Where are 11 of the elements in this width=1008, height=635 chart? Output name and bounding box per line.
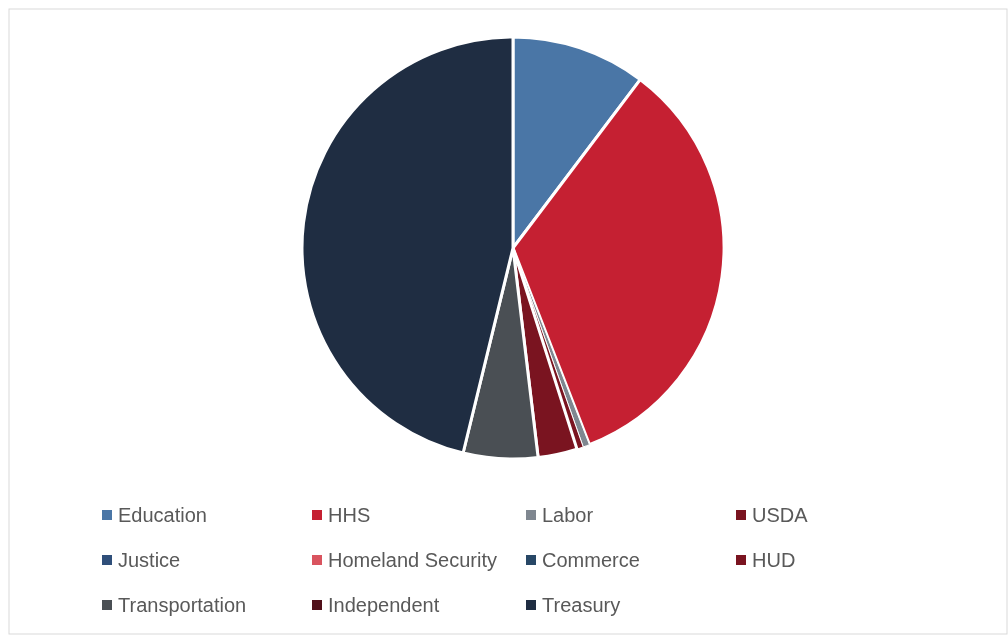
legend-label: Transportation xyxy=(118,594,247,616)
legend-label: Justice xyxy=(118,549,181,571)
legend-label: USDA xyxy=(752,504,809,526)
legend-label: Education xyxy=(118,504,207,526)
legend-label: Homeland Security xyxy=(328,549,497,571)
legend-label: Labor xyxy=(542,504,594,526)
legend-label: HUD xyxy=(752,549,796,571)
legend-label: Commerce xyxy=(542,549,640,571)
legend-label: Independent xyxy=(328,594,440,616)
legend-label: Treasury xyxy=(542,594,621,616)
legend-label: HHS xyxy=(328,504,371,526)
